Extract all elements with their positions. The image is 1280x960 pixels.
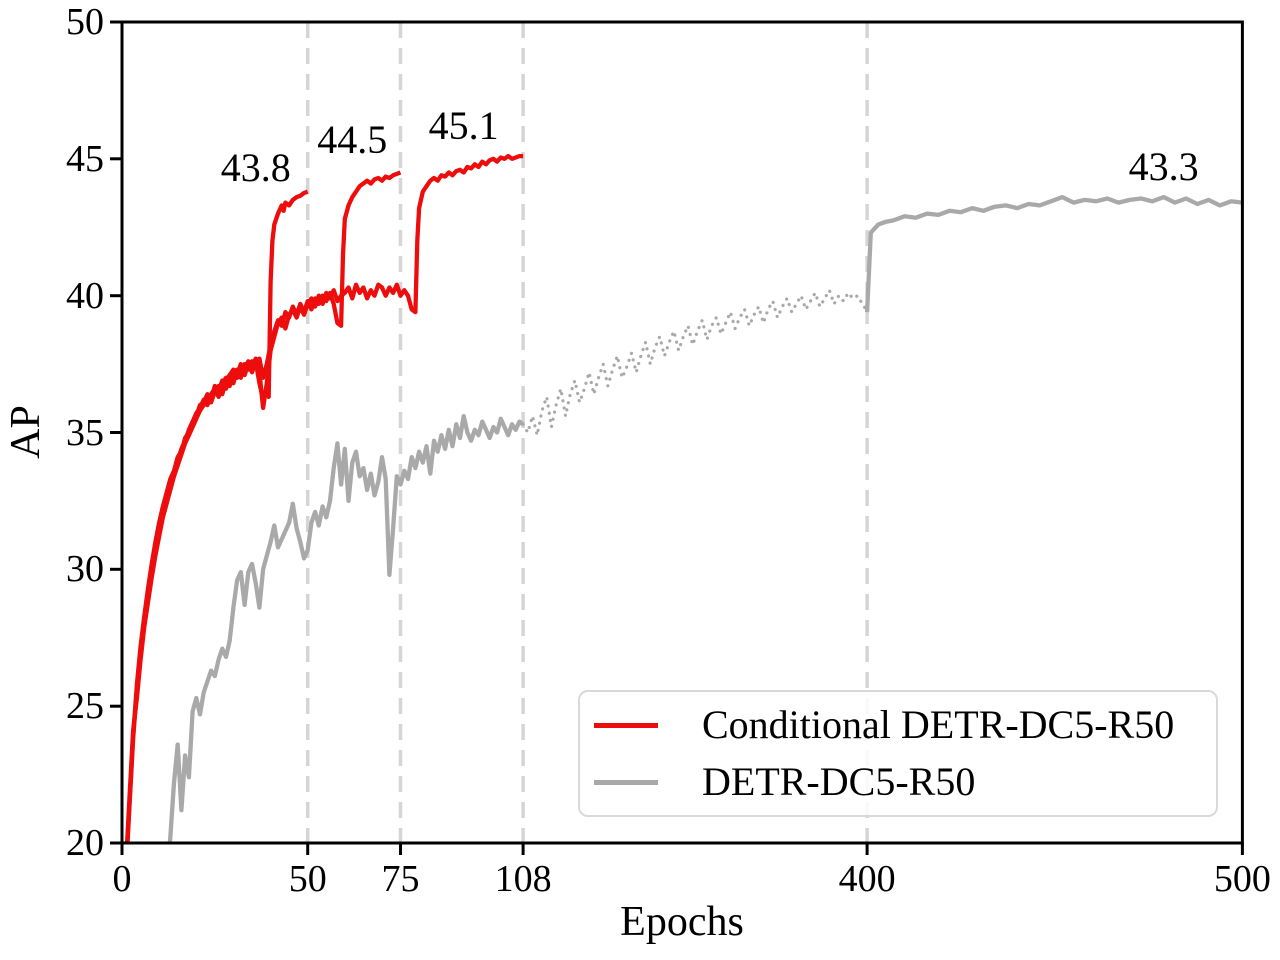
series-line-4	[521, 288, 868, 437]
x-axis-title: Epochs	[620, 899, 744, 945]
x-tick-label-108: 108	[494, 858, 552, 900]
series-line-3	[167, 413, 525, 843]
y-tick-label-35: 35	[66, 411, 104, 454]
y-tick-label-50: 50	[66, 1, 104, 43]
y-tick-label-45: 45	[66, 137, 104, 180]
series-line-5	[864, 194, 1243, 313]
series-line-2	[125, 153, 524, 843]
x-tick-label-500: 500	[1213, 858, 1271, 900]
annotation-45.1: 45.1	[428, 102, 499, 148]
series-line-1	[124, 170, 402, 843]
y-tick-label-30: 30	[66, 548, 104, 591]
x-tick-label-0: 0	[112, 858, 132, 900]
legend-line-swatch-red	[594, 722, 658, 728]
legend-line-swatch-gray	[594, 779, 658, 785]
y-tick-label-20: 20	[66, 822, 104, 864]
x-tick-label-50: 50	[288, 858, 327, 900]
legend-label-conditional-detr: Conditional DETR-DC5-R50	[702, 702, 1175, 747]
y-axis-title: AP	[3, 405, 49, 459]
series-group	[124, 153, 1243, 843]
legend-label-detr-baseline: DETR-DC5-R50	[702, 759, 976, 804]
y-tick-label-40: 40	[66, 274, 104, 317]
legend-item-conditional-detr: Conditional DETR-DC5-R50	[594, 697, 1216, 754]
series-line-0	[125, 189, 309, 843]
legend: Conditional DETR-DC5-R50 DETR-DC5-R50	[578, 690, 1218, 817]
annotation-44.5: 44.5	[317, 116, 388, 162]
annotation-43.8: 43.8	[220, 145, 291, 191]
legend-item-detr-baseline: DETR-DC5-R50	[594, 754, 1216, 811]
annotation-43.3: 43.3	[1128, 144, 1199, 190]
y-tick-label-25: 25	[66, 685, 104, 728]
x-tick-label-75: 75	[381, 858, 420, 900]
x-tick-label-400: 400	[838, 858, 896, 900]
